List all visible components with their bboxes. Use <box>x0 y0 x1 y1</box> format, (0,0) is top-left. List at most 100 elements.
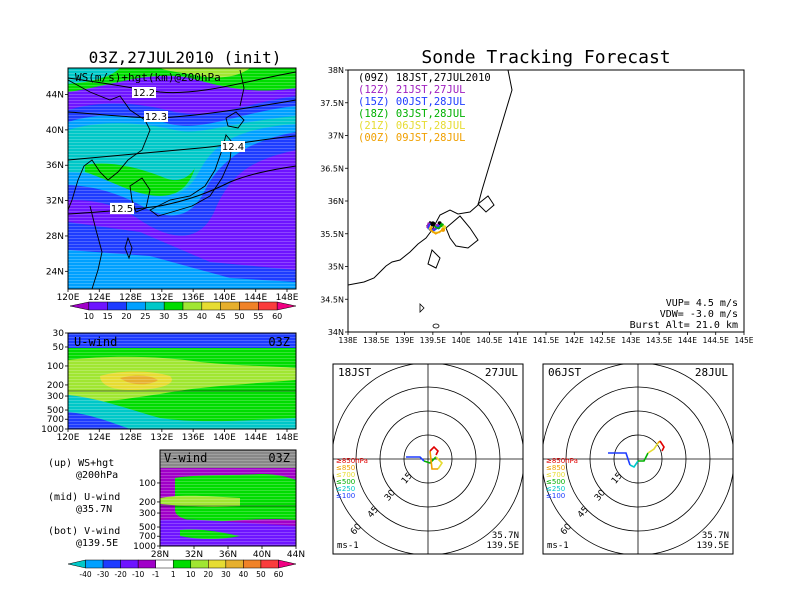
ws-frame <box>67 67 297 290</box>
ws-y-tick-label: 36N <box>46 161 64 171</box>
ws-x-tick-label: 120E <box>57 293 80 303</box>
map-legend-entry: (12Z) 21JST,27JUL <box>358 84 465 96</box>
legend-mid-lat: @35.7N <box>76 504 112 515</box>
ws-colorbar-label: 40 <box>197 312 207 321</box>
hodograph-grid <box>333 364 523 554</box>
ws-colorbar-label: 50 <box>234 312 244 321</box>
div-colorbar-swatch <box>85 559 104 569</box>
div-colorbar-label: -20 <box>114 570 126 579</box>
div-colorbar-swatch <box>243 559 262 569</box>
ws-colorbar-swatch <box>239 301 259 311</box>
ws-contour-label-bg-1 <box>132 87 156 98</box>
hodograph-lon: 139.5E <box>696 541 729 551</box>
u-y-tick-label: 700 <box>47 415 64 425</box>
v-x-tick-label: 32N <box>185 550 203 560</box>
trajectory-line <box>429 223 444 235</box>
trajectories <box>426 220 447 235</box>
hodograph-trace-segment <box>659 440 665 452</box>
u-wind-time: 03Z <box>268 335 290 349</box>
hodograph-trace-segment <box>429 445 439 456</box>
v-y-tick-label: 100 <box>139 479 156 489</box>
div-colorbar-swatch <box>278 559 297 569</box>
ws-x-tick-label: 124E <box>88 293 111 303</box>
map-island-2 <box>432 323 440 329</box>
div-colorbar-swatch <box>190 559 209 569</box>
hodograph-layer-label: ≥850hPa <box>546 457 578 465</box>
ws-coast-taiwan <box>124 236 133 260</box>
hodograph-layer-label: ≤100 <box>336 492 355 500</box>
u-wind-label: U-wind <box>74 335 117 349</box>
hodograph-layer-label: ≤250 <box>336 485 355 493</box>
ws-y-ticks: 24N 28N 32N 36N 40N 44N <box>46 91 68 277</box>
div-colorbar-swatch <box>260 559 279 569</box>
ws-contour-label-4: 12.5 <box>111 204 133 215</box>
map-x-tick-label: 141E <box>508 336 527 345</box>
map-x-tick-label: 140E <box>452 336 471 345</box>
hodograph-grid <box>543 364 733 554</box>
hodograph-trace-segment <box>429 450 438 470</box>
map-x-tick-label: 138.5E <box>363 336 389 345</box>
ws-x-tick-label: 136E <box>182 293 205 303</box>
ws-coast-mainland <box>67 79 151 211</box>
ws-colorbar-swatch <box>163 301 184 311</box>
ws-colorbar: 10 15 20 25 30 35 40 45 50 55 60 <box>69 301 297 321</box>
hodograph-date: 27JUL <box>485 366 518 379</box>
hodograph-trace-segment <box>629 460 639 469</box>
v-x-tick-label: 40N <box>253 550 271 560</box>
v-x-tick-label: 44N <box>287 550 305 560</box>
hodograph-layer-label: ≤700 <box>336 471 355 479</box>
ws-y-tick-label: 28N <box>46 232 64 242</box>
trajectory-line <box>426 222 438 231</box>
map-y-tick-label: 34N <box>328 328 344 337</box>
side-legend: (up) WS+hgt @200hPa (mid) U-wind @35.7N … <box>48 458 120 549</box>
map-y-ticks: 34N 34.5N 35N 35.5N 36N 36.5N 37N 37.5N 38N <box>320 66 348 337</box>
map-y-tick-label: 37N <box>328 132 344 141</box>
ws-x-tick-label: 132E <box>150 293 173 303</box>
map-x-tick-label: 139.5E <box>420 336 446 345</box>
ws-colorbar-label: 60 <box>272 312 282 321</box>
div-colorbar-swatch <box>172 559 192 569</box>
map-y-tick-label: 35N <box>328 263 344 272</box>
ws-colorbar-label: 10 <box>84 312 94 321</box>
map-x-tick-label: 145E <box>734 336 753 345</box>
ws-colorbar-label: 30 <box>159 312 169 321</box>
v-y-tick-label: 500 <box>139 523 156 533</box>
ws-colorbar-swatch <box>126 301 146 311</box>
div-colorbar-label: -40 <box>79 570 91 579</box>
hodograph-layer-label: ≤700 <box>546 471 565 479</box>
u-y-tick-label: 300 <box>47 392 64 402</box>
map-y-tick-label: 37.5N <box>320 99 344 108</box>
ws-panel-label: WS(m/s)+hgt(km)@200hPa <box>75 71 221 84</box>
ws-coast-hokkaido <box>225 111 245 129</box>
map-y-tick-label: 36.5N <box>320 164 344 173</box>
map-background <box>348 70 744 332</box>
ws-contour-label-bg-2 <box>144 111 168 122</box>
hodograph-trace-segment <box>647 442 659 454</box>
ws-contour-label-bg-3 <box>221 141 245 152</box>
ws-hatch <box>68 68 296 289</box>
v-wind-x-ticks: 28N 32N 36N 40N 44N <box>151 546 305 560</box>
ws-contour-12-4 <box>67 135 297 161</box>
ws-colorbar-swatch <box>276 301 297 311</box>
legend-bot-lon: @139.5E <box>76 538 118 549</box>
ws-colorbar-swatch <box>220 301 240 311</box>
u-x-tick-label: 132E <box>150 433 173 443</box>
hodograph-layer-label: ≤500 <box>336 478 355 486</box>
map-x-tick-label: 144E <box>678 336 697 345</box>
ws-colorbar-swatch <box>145 301 165 311</box>
u-y-tick-label: 100 <box>47 362 64 372</box>
ws-x-tick-label: 128E <box>119 293 142 303</box>
map-coastline-izu <box>427 249 441 269</box>
legend-bot: (bot) V-wind <box>48 526 120 537</box>
ws-colorbar-swatch <box>69 301 90 311</box>
u-x-tick-label: 120E <box>57 433 80 443</box>
v-x-tick-label: 36N <box>219 550 237 560</box>
ws-contour-label-1: 12.2 <box>133 88 155 99</box>
ws-coast-china-south <box>89 205 103 290</box>
u-x-tick-label: 136E <box>182 433 205 443</box>
ws-colorbar-label: 45 <box>216 312 226 321</box>
vup-text: VUP= 4.5 m/s <box>666 298 738 309</box>
hodograph-trace-segment <box>638 452 649 462</box>
